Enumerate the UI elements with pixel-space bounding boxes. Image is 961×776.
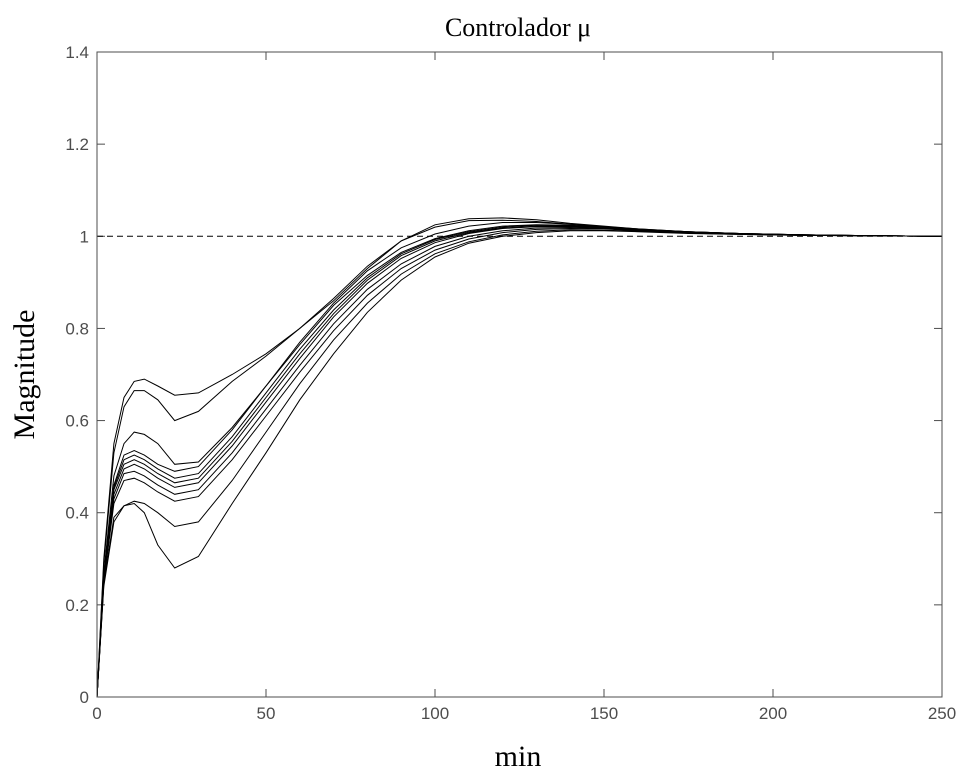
y-tick-label: 0.8	[65, 319, 89, 338]
series-line-10	[96, 229, 943, 698]
series-line-1	[96, 217, 943, 698]
x-tick-label: 250	[928, 704, 956, 723]
plot-frame	[96, 51, 943, 698]
chart-title: Controlador μ	[445, 13, 591, 42]
x-tick-label: 50	[257, 704, 276, 723]
axis-ticks: 0 50 100 150 200 250 0 0.2 0.4 0.6 0.8 1 1.2 1.4	[65, 43, 956, 723]
series-line-11	[96, 230, 943, 698]
y-tick-label: 0.2	[65, 596, 89, 615]
series-line-2	[96, 219, 943, 698]
x-tick-label: 0	[92, 704, 101, 723]
x-axis-label: min	[495, 740, 542, 773]
series-lines	[96, 217, 943, 698]
x-tick-label: 150	[590, 704, 618, 723]
series-line-5	[96, 224, 943, 698]
y-tick-label: 1.2	[65, 135, 89, 154]
y-tick-label: 0.6	[65, 412, 89, 431]
y-axis-label: Magnitude	[8, 310, 41, 440]
y-tick-label: 1	[80, 227, 89, 246]
y-tick-label: 1.4	[65, 43, 89, 62]
series-line-3	[96, 222, 943, 698]
y-tick-label: 0	[80, 688, 89, 707]
x-tick-label: 100	[421, 704, 449, 723]
y-tick-label: 0.4	[65, 504, 89, 523]
series-line-8	[96, 226, 943, 698]
x-tick-label: 200	[759, 704, 787, 723]
series-line-4	[96, 224, 943, 698]
